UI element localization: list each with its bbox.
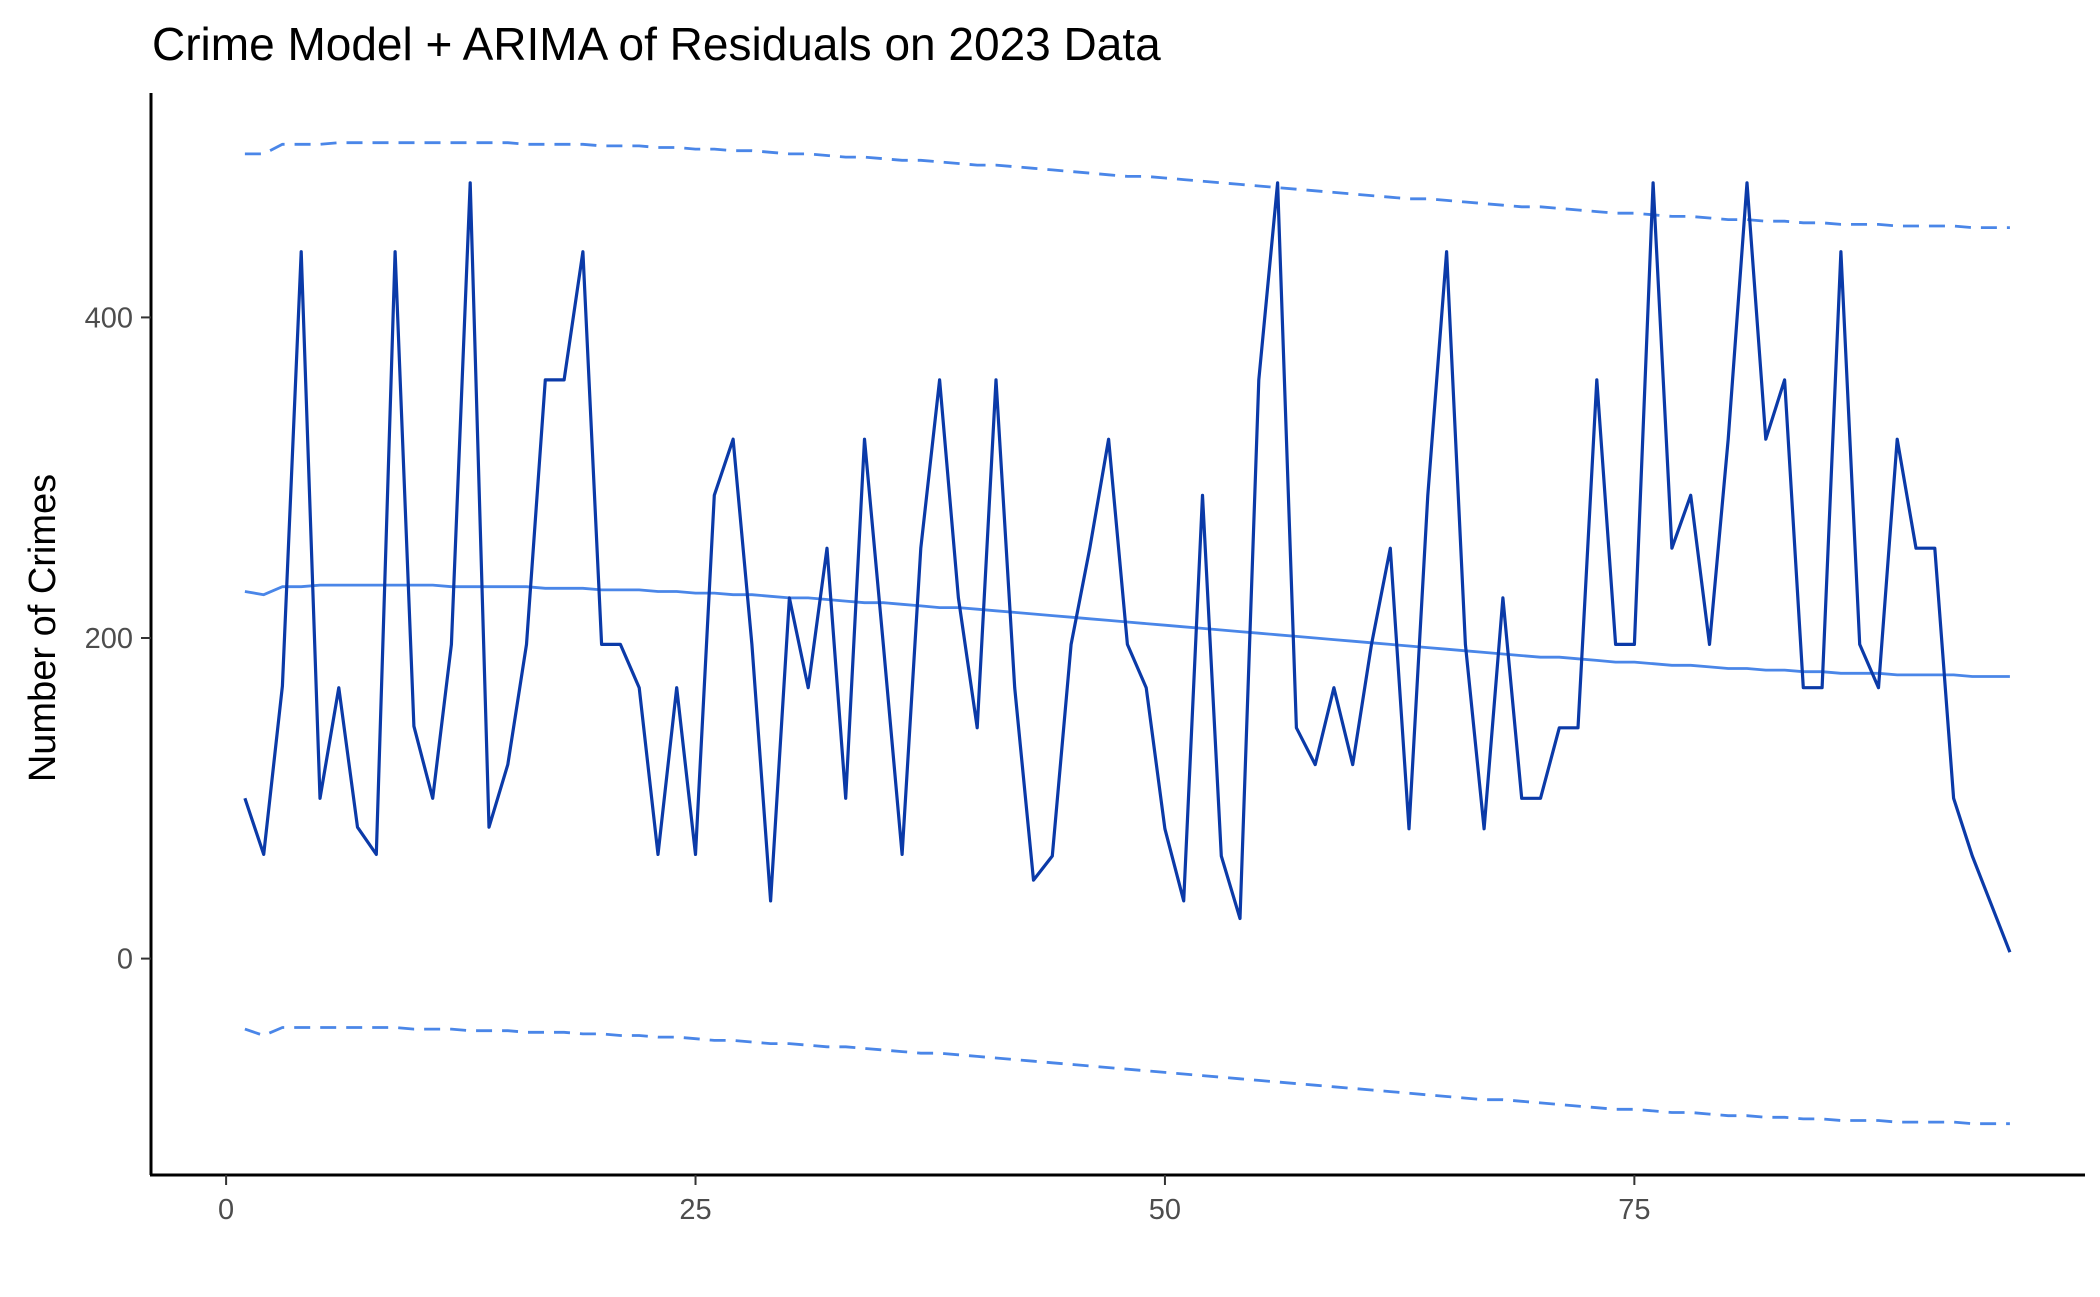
plot-area bbox=[243, 141, 2012, 1126]
x-tick-label: 50 bbox=[1149, 1194, 1181, 1226]
series-forecast-line bbox=[244, 583, 2010, 678]
series-upper-bound-line bbox=[244, 141, 2010, 229]
x-axis-ticks: 0 25 50 75 bbox=[218, 1175, 1650, 1226]
y-axis-ticks: 0 200 400 bbox=[85, 302, 151, 976]
x-tick-label: 0 bbox=[218, 1194, 234, 1226]
y-tick-label: 0 bbox=[117, 944, 133, 976]
x-tick-label: 25 bbox=[679, 1194, 711, 1226]
series-observed-line bbox=[243, 181, 2012, 953]
series-lower-bound-line bbox=[244, 1026, 2010, 1126]
chart-title: Crime Model + ARIMA of Residuals on 2023… bbox=[152, 18, 1161, 70]
x-tick-label: 75 bbox=[1618, 1194, 1650, 1226]
y-tick-label: 400 bbox=[85, 302, 133, 334]
y-axis-label: Number of Crimes bbox=[22, 474, 64, 782]
y-tick-label: 200 bbox=[85, 623, 133, 655]
